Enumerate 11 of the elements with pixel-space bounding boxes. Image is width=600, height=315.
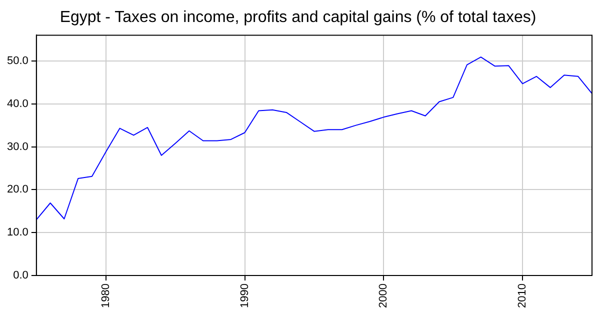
- y-tick-label: 40.0: [6, 98, 28, 110]
- y-tick-label: 50.0: [6, 54, 28, 67]
- x-tick-label: 1980: [100, 284, 112, 308]
- y-tick-label: 10.0: [6, 226, 28, 239]
- y-tick-label: 0.0: [13, 270, 28, 282]
- chart-title: Egypt - Taxes on income, profits and capital gains (% of total taxes): [60, 9, 536, 26]
- x-tick-label: 2000: [378, 284, 390, 308]
- x-tick-label: 2010: [516, 284, 529, 308]
- y-tick-label: 20.0: [6, 184, 28, 196]
- x-tick-label: 1990: [238, 284, 251, 308]
- y-tick-label: 30.0: [6, 140, 28, 153]
